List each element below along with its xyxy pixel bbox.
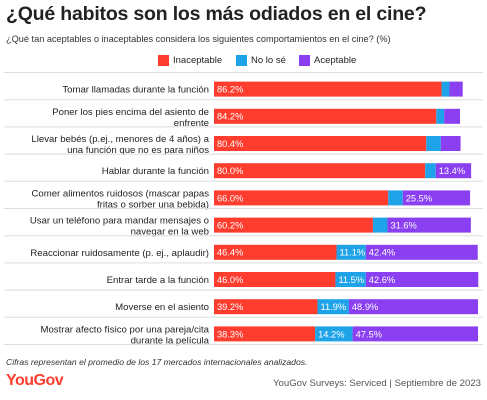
logo-text-gov: Gov [33, 372, 64, 389]
legend-item-aceptable: Aceptable [299, 55, 356, 66]
data-label-inaceptable: 46.0% [217, 275, 243, 285]
category-label: Moverse en el asiento [115, 302, 209, 313]
bar-no-lo-s [336, 244, 366, 260]
data-label-no-lo-s: 11.9% [320, 302, 346, 312]
bar-inaceptable [214, 217, 373, 233]
legend-label-inaceptable: Inaceptable [173, 55, 223, 66]
logo-text-you: You [6, 372, 34, 389]
bar-inaceptable [214, 190, 389, 206]
bar-inaceptable [214, 272, 336, 287]
bar-inaceptable [214, 326, 316, 342]
chart-title: ¿Qué habitos son los más odiados en el c… [6, 3, 427, 25]
bar-inaceptable [214, 81, 442, 97]
data-label-aceptable: 25.5% [406, 193, 432, 203]
bar-no-lo-s [335, 272, 366, 287]
legend-item-no-lo-se: No lo sé [236, 55, 286, 66]
bar-aceptable [440, 136, 461, 151]
bar-inaceptable [214, 299, 318, 315]
data-label-inaceptable: 84.2% [217, 112, 243, 122]
data-label-aceptable: 13.4% [439, 166, 465, 176]
source-note: YouGov Surveys: Serviced | Septiembre de… [273, 378, 481, 389]
bar-aceptable [352, 326, 478, 342]
bar-aceptable [387, 217, 471, 233]
data-label-inaceptable: 80.0% [217, 166, 243, 176]
data-label-inaceptable: 66.0% [217, 193, 243, 203]
category-label: Mostrar afecto físico por una pareja/cit… [40, 324, 209, 346]
data-label-inaceptable: 60.2% [217, 221, 243, 231]
data-label-aceptable: 47.5% [356, 329, 382, 339]
stacked-bar-chart: Tomar llamadas durante la función 86.2% Po… [4, 72, 483, 346]
footnote: Cifras representan el promedio de los 17… [6, 357, 308, 367]
legend-swatch-inaceptable [158, 55, 169, 66]
category-label: Llevar bebés (p.ej., menores de 4 años) … [31, 134, 209, 156]
bar-no-lo-s [436, 108, 445, 124]
bar-inaceptable [214, 163, 426, 179]
category-label: Entrar tarde a la función [107, 275, 209, 286]
bar-no-lo-s [441, 81, 450, 97]
data-label-no-lo-s: 11.1% [339, 248, 365, 258]
bar-aceptable [365, 272, 479, 287]
yougov-logo: YouGov [6, 372, 64, 390]
data-label-inaceptable: 86.2% [217, 85, 243, 95]
category-label: Hablar durante la función [102, 166, 209, 177]
data-label-inaceptable: 80.4% [217, 139, 243, 149]
bar-aceptable [435, 163, 472, 179]
bar-aceptable [365, 244, 478, 260]
bar-aceptable [444, 108, 461, 124]
data-label-inaceptable: 38.3% [217, 329, 243, 339]
legend-label-no-lo-se: No lo sé [251, 55, 286, 66]
bar-inaceptable [214, 136, 427, 151]
bar-no-lo-s [426, 136, 441, 151]
category-label: Comer alimentos ruidosos (mascar papas fr… [31, 188, 209, 210]
data-label-no-lo-s: 11.5% [338, 275, 364, 285]
bar-aceptable [348, 299, 478, 315]
legend-swatch-aceptable [299, 55, 310, 66]
bar-inaceptable [214, 108, 437, 124]
data-label-aceptable: 42.4% [369, 248, 395, 258]
bar-no-lo-s [315, 326, 353, 342]
data-label-no-lo-s: 14.2% [318, 329, 344, 339]
category-label: Poner los pies encima del asiento de enfr… [52, 107, 209, 129]
bar-inaceptable [214, 244, 337, 260]
bar-no-lo-s [372, 217, 388, 233]
data-label-inaceptable: 39.2% [217, 302, 243, 312]
bar-no-lo-s [388, 190, 403, 206]
category-label: Tomar llamadas durante la función [62, 85, 209, 96]
data-label-aceptable: 48.9% [352, 302, 378, 312]
chart-subtitle: ¿Qué tan aceptables o inaceptables consi… [6, 34, 391, 44]
data-label-inaceptable: 46.4% [217, 248, 243, 258]
bar-no-lo-s [317, 299, 349, 315]
data-label-aceptable: 42.6% [369, 275, 395, 285]
bar-aceptable [402, 190, 471, 206]
legend-label-aceptable: Aceptable [314, 55, 357, 66]
bar-aceptable [449, 81, 463, 97]
bar-no-lo-s [425, 163, 436, 179]
legend-item-inaceptable: Inaceptable [158, 55, 222, 66]
data-label-aceptable: 31.6% [390, 221, 416, 231]
legend-swatch-no-lo-se [236, 55, 247, 66]
category-label: Reaccionar ruidosamente (p. ej., aplaudi… [30, 248, 209, 259]
